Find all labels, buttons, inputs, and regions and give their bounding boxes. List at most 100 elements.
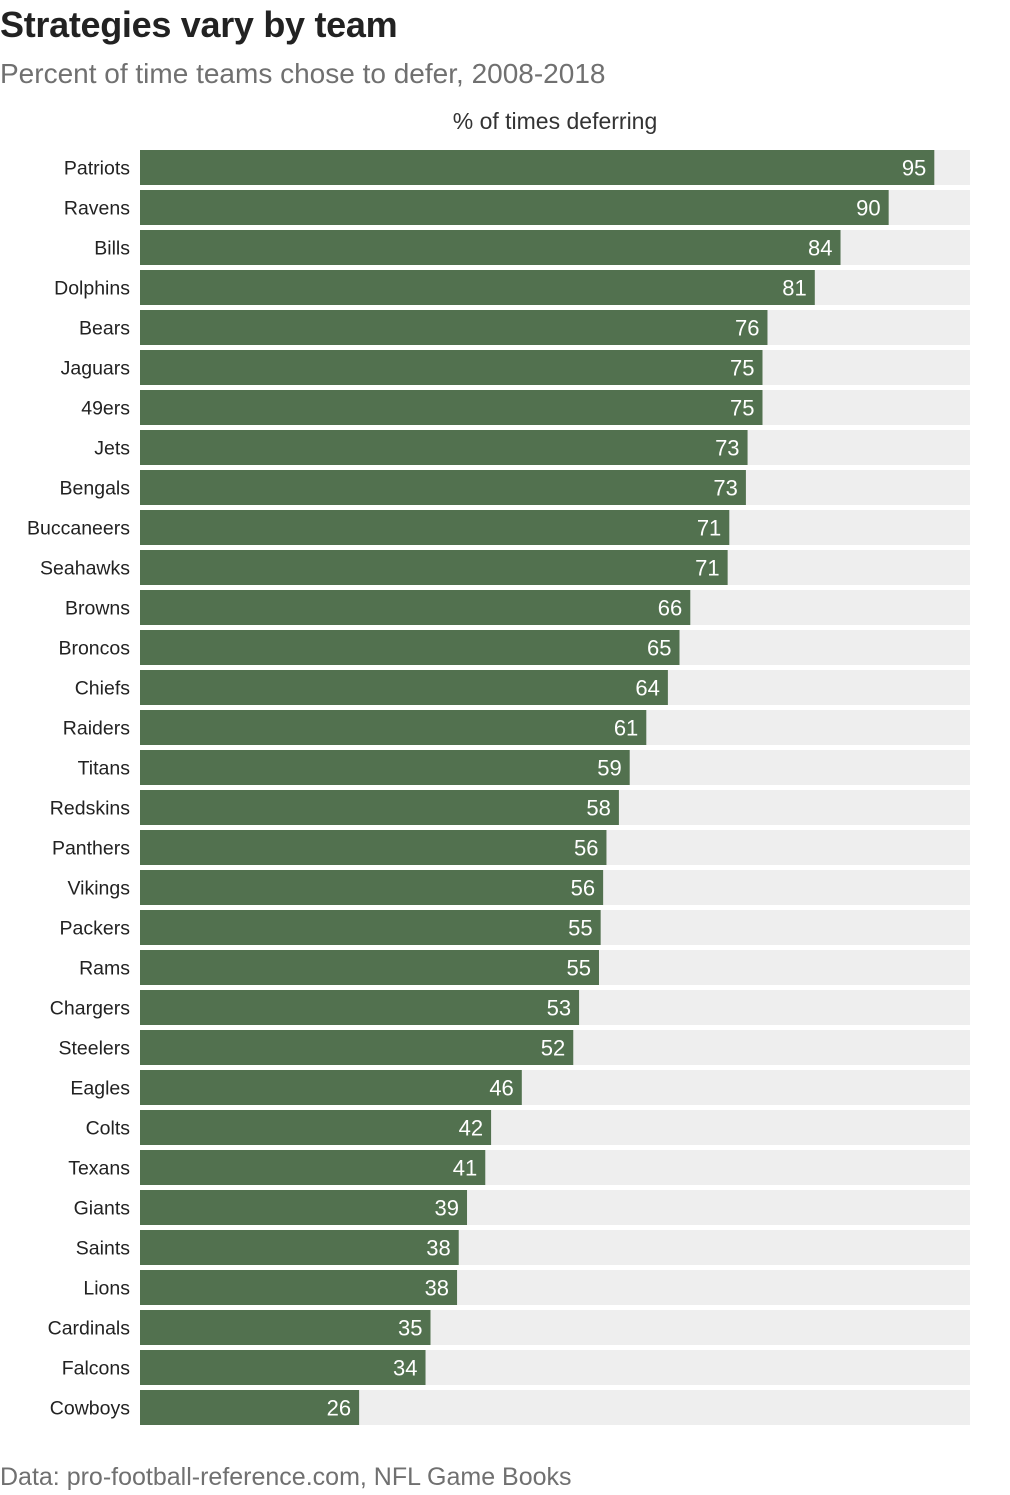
data-label: 81 (782, 276, 806, 301)
bar (140, 390, 763, 425)
bar-row: Colts 42 (86, 1110, 970, 1145)
bar-chart: Patriots 95 Ravens 90 Bills 84 Dolphins 81 Bears… (27, 150, 970, 1425)
bar-row: Cowboys 26 (50, 1390, 970, 1425)
category-label: Cardinals (48, 1318, 131, 1340)
data-label: 59 (597, 756, 621, 781)
bar-row: Ravens 90 (64, 190, 970, 225)
bar-row: Texans 41 (68, 1150, 970, 1185)
bar-row: Vikings 56 (67, 870, 970, 905)
data-label: 58 (586, 796, 610, 821)
bar (140, 1230, 459, 1265)
bar (140, 1190, 468, 1225)
data-label: 66 (658, 596, 682, 621)
data-label: 35 (398, 1316, 422, 1341)
data-label: 46 (489, 1076, 513, 1101)
bar (140, 1310, 431, 1345)
category-label: 49ers (81, 398, 130, 420)
bar (140, 710, 647, 745)
bar-row: Bears 76 (79, 310, 970, 345)
category-label: Jaguars (61, 358, 131, 380)
data-label: 64 (635, 676, 659, 701)
bar-row: Lions 38 (83, 1270, 970, 1305)
data-label: 55 (568, 916, 592, 941)
data-label: 73 (713, 476, 737, 501)
category-label: Panthers (52, 838, 130, 860)
bar-row: Panthers 56 (52, 830, 970, 865)
data-label: 84 (808, 236, 832, 261)
bar-row: Bills 84 (94, 230, 970, 265)
category-label: Raiders (63, 718, 130, 740)
data-label: 95 (902, 156, 926, 181)
category-label: Seahawks (40, 558, 130, 580)
data-label: 76 (735, 316, 759, 341)
bar (140, 350, 763, 385)
category-label: Steelers (58, 1038, 130, 1060)
bar (140, 230, 841, 265)
bar (140, 150, 935, 185)
bar-row: Redskins 58 (50, 790, 970, 825)
bar-row: Saints 38 (76, 1230, 970, 1265)
category-label: Bills (94, 238, 130, 260)
bar (140, 270, 815, 305)
bar (140, 1070, 522, 1105)
data-label: 73 (715, 436, 739, 461)
data-label: 71 (695, 556, 719, 581)
bar (140, 1030, 574, 1065)
category-label: Giants (74, 1198, 131, 1220)
category-label: Falcons (62, 1358, 131, 1380)
bar (140, 590, 691, 625)
category-label: Bengals (60, 478, 131, 500)
bar (140, 870, 604, 905)
source-note: Data: pro-football-reference.com, NFL Ga… (0, 1463, 572, 1491)
category-label: Eagles (70, 1078, 130, 1100)
bar-row: Eagles 46 (70, 1070, 970, 1105)
bar-row: Falcons 34 (62, 1350, 970, 1385)
bar (140, 950, 599, 985)
category-label: Cowboys (50, 1398, 130, 1420)
bar (140, 1350, 426, 1385)
bar-row: 49ers 75 (81, 390, 970, 425)
chart-subtitle: Percent of time teams chose to defer, 20… (0, 58, 606, 89)
data-label: 38 (426, 1236, 450, 1261)
bar-row: Browns 66 (65, 590, 970, 625)
data-label: 34 (393, 1356, 417, 1381)
bar (140, 830, 607, 865)
category-label: Browns (65, 598, 130, 620)
bar (140, 1110, 492, 1145)
data-label: 42 (459, 1116, 483, 1141)
bar (140, 1390, 360, 1425)
bar (140, 1270, 458, 1305)
data-label: 55 (567, 956, 591, 981)
bar-row: Buccaneers 71 (27, 510, 970, 545)
data-label: 52 (541, 1036, 565, 1061)
bar (140, 670, 668, 705)
category-label: Lions (83, 1278, 130, 1300)
category-label: Chargers (50, 998, 130, 1020)
category-label: Saints (76, 1238, 130, 1260)
bar (140, 790, 619, 825)
category-label: Texans (68, 1158, 130, 1180)
bar-row: Steelers 52 (58, 1030, 970, 1065)
data-label: 41 (453, 1156, 477, 1181)
data-label: 75 (730, 356, 754, 381)
bar-row: Bengals 73 (60, 470, 970, 505)
data-label: 53 (547, 996, 571, 1021)
bar (140, 510, 730, 545)
axis-title: % of times deferring (452, 108, 658, 134)
bar-row: Rams 55 (79, 950, 970, 985)
bar-row: Packers 55 (60, 910, 970, 945)
bar-row: Dolphins 81 (54, 270, 970, 305)
bar-row: Seahawks 71 (40, 550, 970, 585)
bar-row: Jets 73 (94, 430, 970, 465)
bar-row: Raiders 61 (63, 710, 970, 745)
data-label: 39 (435, 1196, 459, 1221)
bar (140, 990, 580, 1025)
category-label: Dolphins (54, 278, 130, 300)
chart-title: Strategies vary by team (0, 4, 398, 45)
category-label: Bears (79, 318, 130, 340)
data-label: 65 (647, 636, 671, 661)
data-label: 26 (327, 1396, 351, 1421)
category-label: Broncos (58, 638, 130, 660)
data-label: 61 (614, 716, 638, 741)
category-label: Patriots (64, 158, 130, 180)
